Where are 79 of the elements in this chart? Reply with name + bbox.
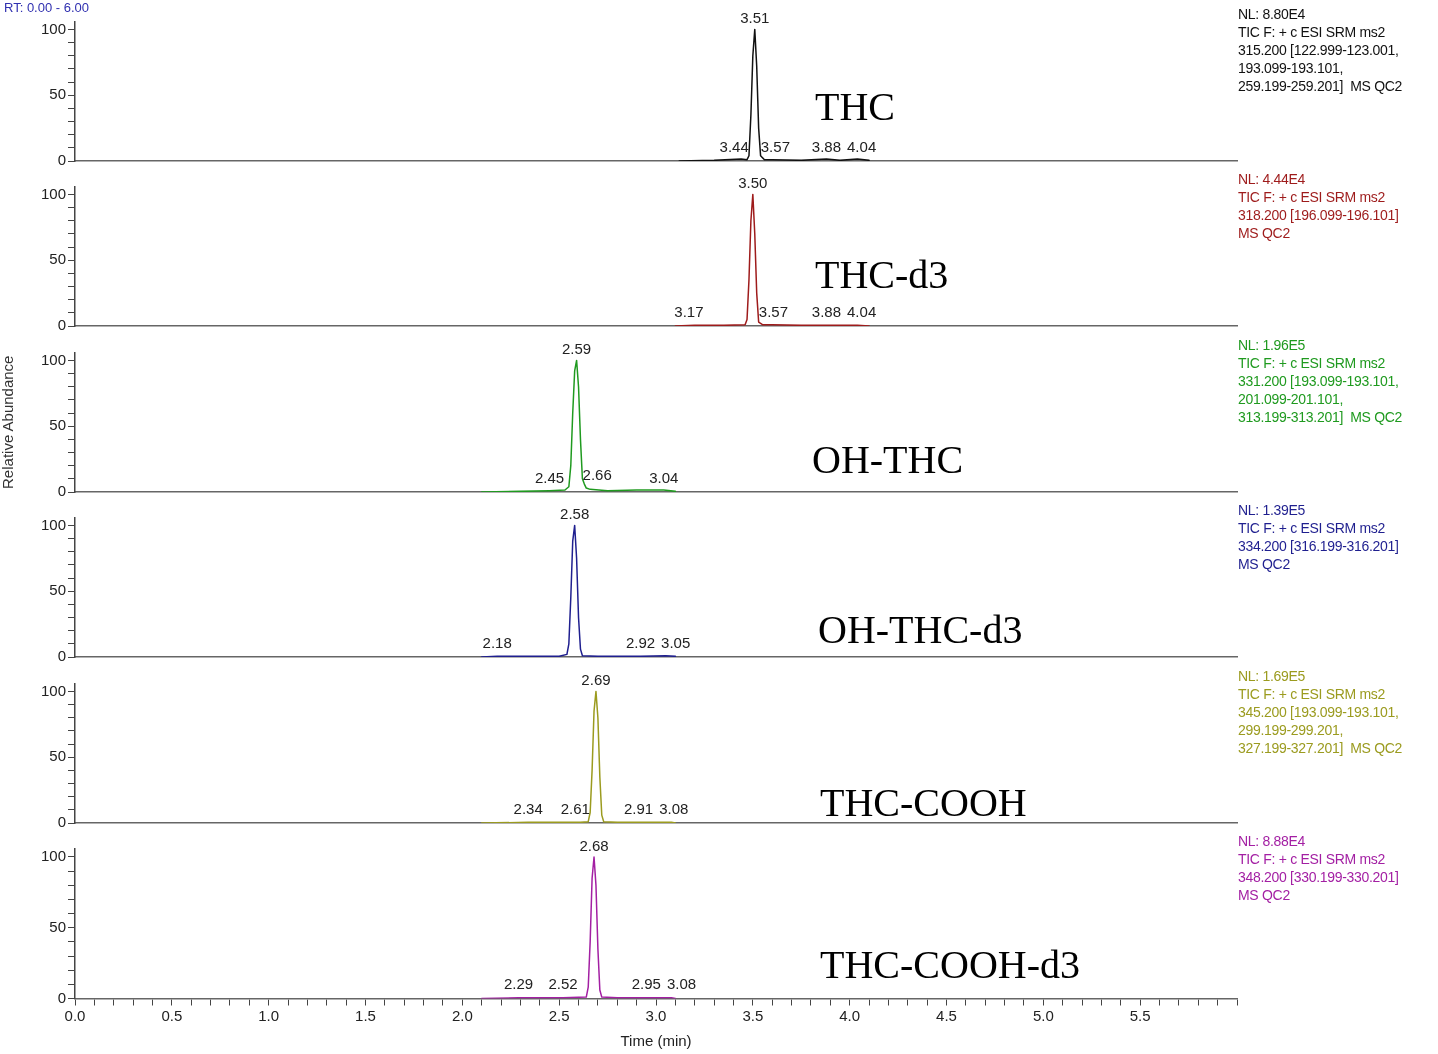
annotation: 2.91 xyxy=(623,799,654,817)
annotation: 3.88 xyxy=(811,303,842,321)
text: NL: 1.69E5 xyxy=(1238,666,1306,685)
annotation: 3.57 xyxy=(758,303,789,321)
y-tick-label: 50 xyxy=(49,85,66,103)
annotation: 3.44 xyxy=(719,138,749,156)
text: NL: 1.96E5 xyxy=(1238,335,1306,354)
annotation: 2.95 xyxy=(631,975,661,993)
annotation: 4.04 xyxy=(847,138,877,156)
x-tick-label: 0.0 xyxy=(64,1006,86,1024)
annotation: THC-d3 xyxy=(815,252,949,299)
y-axis-title: Relative Abundance xyxy=(0,355,17,489)
y-tick-label: 100 xyxy=(40,681,66,699)
x-tick-label: 2.5 xyxy=(548,1006,570,1024)
annotation: 3.57 xyxy=(760,138,790,156)
annotation: 3.50 xyxy=(738,174,768,192)
annotation: THC-COOH xyxy=(820,779,1027,826)
annotation: 3.51 xyxy=(740,9,770,27)
annotation: 2.52 xyxy=(548,975,578,993)
annotation: 3.08 xyxy=(666,975,697,993)
y-tick-label: 0 xyxy=(57,812,66,830)
text: TIC F: + c ESI SRM ms2 315.200 [122.999-123.001, 193.099-193.101, 259.199-259.201] MS QC2 xyxy=(1238,23,1403,95)
annotation: 4.04 xyxy=(847,303,877,321)
y-tick-label: 0 xyxy=(57,988,66,1006)
annotation: 2.58 xyxy=(560,505,590,523)
annotation: 2.68 xyxy=(579,836,609,854)
text: TIC F: + c ESI SRM ms2 331.200 [193.099-193.101, 201.099-201.101, 313.199-313.201] MS QC2 xyxy=(1238,353,1403,426)
annotation: 3.88 xyxy=(811,138,842,156)
y-tick-label: 0 xyxy=(57,151,66,169)
y-tick-label: 0 xyxy=(57,647,66,665)
annotation: 2.18 xyxy=(482,634,512,652)
y-tick-label: 100 xyxy=(40,19,66,37)
x-axis-title: Time (min) xyxy=(620,1032,692,1050)
text: NL: 1.39E5 xyxy=(1238,501,1306,520)
annotation: OH-THC-d3 xyxy=(818,607,1023,654)
y-tick-label: 50 xyxy=(49,250,66,268)
x-tick-label: 4.0 xyxy=(839,1006,861,1024)
text: NL: 8.88E4 xyxy=(1238,832,1306,850)
y-tick-label: 50 xyxy=(49,581,66,599)
annotation: 2.61 xyxy=(560,799,590,817)
text: TIC F: + c ESI SRM ms2 318.200 [196.099-196.101] MS QC2 xyxy=(1238,188,1399,243)
y-tick-label: 100 xyxy=(40,515,66,533)
annotation: 3.05 xyxy=(661,634,691,652)
annotation: OH-THC xyxy=(812,436,964,483)
annotation: 2.66 xyxy=(582,466,612,484)
y-tick-label: 100 xyxy=(40,184,66,202)
annotation: 3.08 xyxy=(659,799,689,817)
y-tick-label: 0 xyxy=(57,316,66,334)
annotation: THC xyxy=(815,84,895,130)
annotation: 2.92 xyxy=(625,634,656,652)
x-tick-label: 5.0 xyxy=(1032,1006,1054,1024)
y-tick-label: 50 xyxy=(49,416,66,434)
annotation: 2.29 xyxy=(503,975,534,993)
annotation: 2.69 xyxy=(581,670,611,688)
annotation: 3.17 xyxy=(674,303,704,321)
annotation: THC-COOH-d3 xyxy=(820,942,1080,988)
y-tick-label: 100 xyxy=(40,847,66,865)
annotation: 2.59 xyxy=(562,339,592,357)
y-tick-label: 0 xyxy=(57,481,66,499)
text: RT: 0.00 - 6.00 xyxy=(4,0,90,15)
text: TIC F: + c ESI SRM ms2 348.200 [330.199-330.201] MS QC2 xyxy=(1238,850,1399,904)
x-tick-label: 2.0 xyxy=(451,1006,473,1024)
y-tick-label: 50 xyxy=(49,746,66,764)
text: TIC F: + c ESI SRM ms2 334.200 [316.199-316.201] MS QC2 xyxy=(1238,519,1399,574)
x-tick-label: 1.0 xyxy=(258,1006,280,1024)
x-tick-label: 3.0 xyxy=(645,1006,667,1024)
annotation: 2.45 xyxy=(534,468,565,486)
y-tick-label: 50 xyxy=(49,917,66,935)
y-tick-label: 100 xyxy=(40,350,66,368)
text: TIC F: + c ESI SRM ms2 345.200 [193.099-193.101, 299.199-299.201, 327.199-327.201] MS QC2 xyxy=(1238,684,1403,757)
x-tick-label: 3.5 xyxy=(742,1006,764,1024)
x-tick-label: 1.5 xyxy=(355,1006,376,1024)
annotation: 3.04 xyxy=(649,468,679,486)
annotation: 2.34 xyxy=(513,799,543,817)
text: NL: 8.80E4 xyxy=(1238,5,1306,23)
x-tick-label: 4.5 xyxy=(936,1006,957,1024)
text: NL: 4.44E4 xyxy=(1238,170,1306,189)
x-tick-label: 5.5 xyxy=(1129,1006,1151,1024)
x-tick-label: 0.5 xyxy=(161,1006,183,1024)
